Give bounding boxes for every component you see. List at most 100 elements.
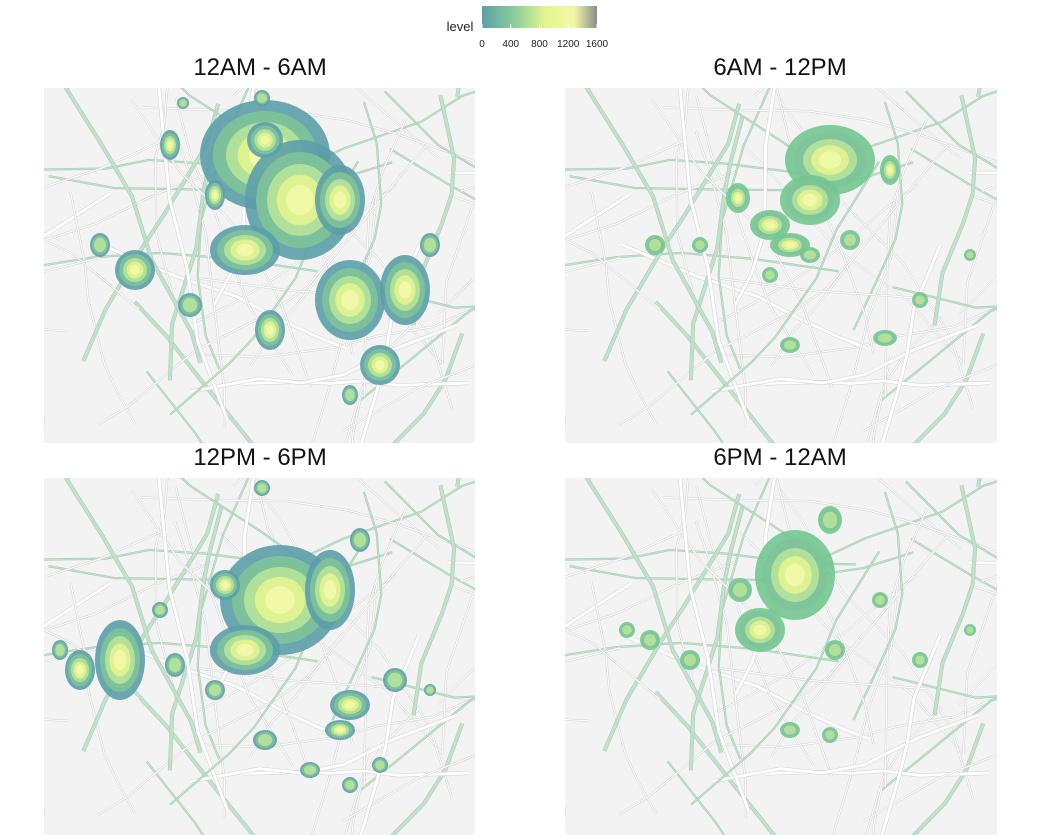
density-contour (345, 389, 355, 401)
density-contour (236, 243, 254, 257)
density-contour (236, 643, 254, 657)
street (779, 99, 974, 410)
street (618, 242, 865, 426)
street (932, 94, 977, 326)
legend-tick-label: 1200 (557, 39, 580, 50)
street (753, 88, 765, 97)
density-contour (753, 624, 767, 636)
street (911, 722, 985, 835)
density-contour (765, 270, 775, 280)
density-contour (844, 234, 856, 246)
street (866, 316, 943, 443)
street (341, 754, 475, 823)
street (180, 478, 313, 570)
density-contour (333, 191, 347, 209)
street (168, 505, 224, 771)
street (621, 243, 869, 350)
street (678, 88, 750, 422)
street (384, 481, 475, 558)
street (678, 478, 750, 812)
density-contour (966, 251, 974, 259)
street (389, 148, 475, 200)
density-contour (257, 93, 267, 103)
density-contour (387, 672, 403, 688)
density-contour (695, 240, 705, 250)
street (441, 199, 475, 365)
street (44, 192, 111, 238)
street (331, 491, 382, 721)
density-contour (649, 239, 661, 251)
street (565, 804, 566, 814)
street (852, 101, 903, 331)
density-contour (375, 760, 385, 770)
street (779, 489, 974, 800)
density-contour (875, 595, 885, 605)
street (872, 355, 892, 443)
street (565, 414, 566, 424)
street (884, 507, 928, 787)
street (392, 332, 464, 443)
density-contour (260, 135, 270, 145)
street (141, 106, 475, 163)
street (146, 371, 203, 443)
street (232, 88, 244, 97)
street (690, 161, 880, 416)
density-contour (765, 221, 775, 229)
panel-title: 6AM - 12PM (713, 54, 846, 81)
street (390, 722, 464, 835)
street (905, 91, 997, 169)
street (733, 88, 776, 306)
street (602, 103, 741, 362)
street (44, 140, 164, 188)
street (585, 478, 723, 754)
street (695, 96, 815, 377)
street (872, 745, 892, 835)
map-panel (565, 478, 997, 835)
street (962, 197, 997, 365)
street (81, 493, 220, 752)
legend-title: level (447, 19, 474, 34)
street (565, 530, 685, 578)
street (689, 505, 745, 771)
legend-tick-label: 1600 (586, 39, 609, 50)
street (44, 530, 164, 578)
density-contour (398, 281, 412, 299)
density-contour (818, 151, 842, 169)
density-contour (265, 586, 295, 614)
density-contour (966, 626, 974, 634)
street (675, 88, 698, 310)
panel-title: 12AM - 6AM (193, 54, 326, 81)
density-contour (169, 657, 181, 673)
street (44, 239, 140, 310)
street (878, 307, 997, 403)
density-contour (155, 605, 165, 615)
street (64, 88, 202, 364)
street (341, 364, 475, 433)
density-contour (424, 237, 436, 253)
street (690, 551, 880, 806)
street (384, 91, 475, 168)
street (565, 629, 661, 700)
density-contour (735, 194, 741, 202)
density-contour (76, 665, 84, 675)
density-contour (167, 141, 173, 149)
street (249, 534, 428, 758)
street (718, 88, 770, 370)
street (654, 690, 776, 835)
street (371, 286, 475, 309)
density-contour (221, 581, 229, 589)
street (190, 323, 458, 394)
density-contour (732, 582, 748, 598)
density-contour (345, 701, 355, 709)
street (602, 493, 741, 752)
map-panel (44, 478, 475, 835)
street (865, 706, 943, 835)
street (910, 538, 997, 591)
street (371, 676, 475, 699)
street (565, 257, 621, 273)
density-contour (336, 727, 344, 733)
density-contour (622, 625, 632, 635)
density-contour (915, 295, 925, 305)
street (97, 632, 344, 816)
